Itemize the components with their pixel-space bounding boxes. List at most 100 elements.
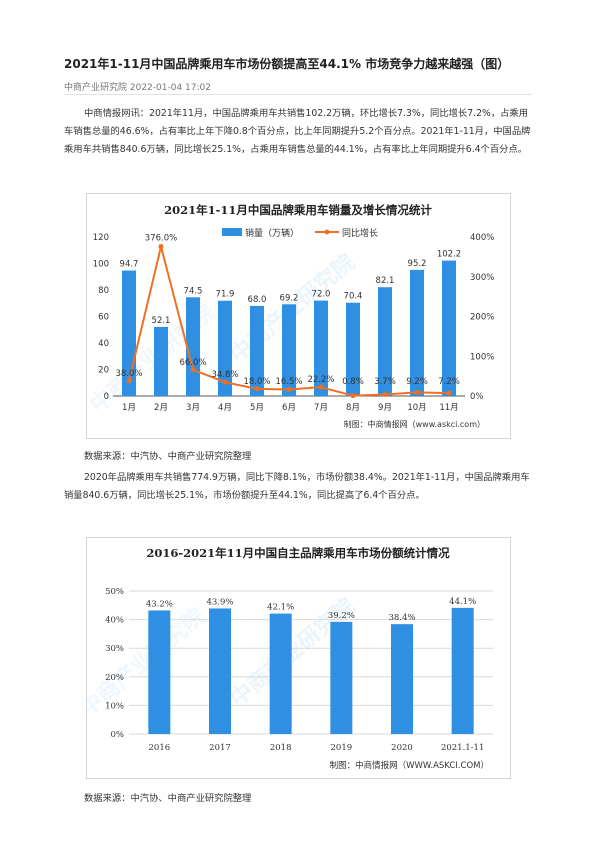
x-tick: 10月 (407, 403, 426, 413)
chart-title: 2021年1-11月中国品牌乘用车销量及增长情况统计 (164, 203, 432, 217)
y-left-tick: 60 (98, 313, 109, 323)
chart-title: 2016-2021年11月中国自主品牌乘用车市场份额统计情况 (146, 546, 450, 560)
bar-value-label: 52.1 (152, 316, 171, 326)
y-tick: 40% (105, 616, 124, 626)
growth-point (254, 386, 260, 392)
chart-credit: 制图：中商情报网（WWW.ASKCI.COM） (330, 760, 489, 771)
x-tick: 2020 (391, 743, 413, 753)
bar-value-label: 44.1% (449, 597, 476, 607)
bar-value-label: 95.2 (408, 259, 427, 269)
article-meta: 中商产业研究院 2022-01-04 17:02 (64, 83, 211, 93)
x-tick: 11月 (439, 403, 458, 413)
y-right-tick: 400% (470, 233, 494, 243)
legend-bar-swatch (222, 228, 242, 236)
y-left-tick: 80 (98, 286, 109, 296)
bar (330, 621, 353, 734)
x-tick: 2019 (331, 743, 353, 753)
bar-value-label: 39.2% (328, 611, 355, 621)
growth-label: 34.8% (211, 370, 238, 380)
bar-value-label: 70.4 (344, 292, 363, 302)
bar (410, 269, 424, 396)
share-chart: 中商产业研究院中商产业研究院2016-2021年11月中国自主品牌乘用车市场份额… (86, 537, 511, 779)
source-note-1: 数据来源：中汽协、中商产业研究院整理 (84, 451, 252, 462)
bar (282, 304, 296, 396)
sales-chart: 中商产业研究院中商产业研究院2021年1-11月中国品牌乘用车销量及增长情况统计… (86, 193, 511, 439)
bar (154, 326, 168, 396)
article-title: 2021年1-11月中国品牌乘用车市场份额提高至44.1% 市场竞争力越来越强（… (64, 57, 510, 71)
x-tick: 9月 (378, 403, 392, 413)
y-left-tick: 120 (93, 233, 109, 243)
growth-point (446, 390, 452, 396)
y-left-tick: 0 (104, 392, 109, 402)
divider (64, 94, 532, 95)
x-tick: 2017 (209, 743, 231, 753)
bar-value-label: 74.5 (184, 286, 203, 296)
growth-point (382, 392, 388, 398)
bar-value-label: 43.2% (146, 599, 173, 609)
growth-label: 18.0% (243, 377, 270, 387)
x-tick: 8月 (346, 403, 360, 413)
legend-line-marker (324, 229, 330, 235)
growth-point (190, 367, 196, 373)
bar (391, 624, 413, 734)
bar (451, 607, 474, 734)
y-right-tick: 0% (470, 392, 484, 402)
bar-value-label: 82.1 (376, 276, 395, 286)
y-tick: 20% (105, 673, 124, 683)
x-tick: 3月 (186, 403, 200, 413)
growth-label: 66.0% (179, 358, 206, 368)
bar-value-label: 94.7 (120, 260, 139, 270)
growth-label: 16.5% (275, 377, 302, 387)
bar (148, 610, 171, 734)
y-left-tick: 20 (98, 366, 109, 376)
y-right-tick: 200% (470, 313, 494, 323)
x-tick: 2021.1-11 (441, 743, 484, 753)
bar (218, 300, 232, 396)
legend-line-label: 同比增长 (342, 227, 378, 239)
x-tick: 5月 (250, 403, 264, 413)
growth-label: 7.2% (438, 377, 460, 387)
paragraph-1: 中商情报网讯：2021年11月，中国品牌乘用车共销售102.2万辆，环比增长7.… (64, 108, 531, 155)
growth-point (222, 379, 228, 385)
growth-label: 38.0% (115, 369, 142, 379)
x-tick: 7月 (314, 403, 328, 413)
bar-value-label: 102.2 (437, 250, 461, 260)
growth-point (158, 244, 164, 250)
y-left-tick: 100 (93, 260, 109, 270)
growth-label: 3.7% (374, 377, 396, 387)
source-note-2: 数据来源：中汽协、中商产业研究院整理 (84, 793, 252, 804)
growth-label: 22.2% (307, 375, 334, 385)
x-tick: 6月 (282, 403, 296, 413)
legend-bar-label: 销量（万辆） (245, 227, 299, 239)
bar (346, 302, 360, 396)
bar (314, 300, 328, 396)
y-left-tick: 40 (98, 339, 109, 349)
bar (378, 287, 392, 396)
y-right-tick: 100% (470, 352, 494, 362)
y-right-tick: 300% (470, 273, 494, 283)
y-tick: 10% (105, 701, 124, 711)
bar-value-label: 68.0 (248, 295, 267, 305)
growth-point (318, 384, 324, 390)
share-chart-svg: 中商产业研究院中商产业研究院2016-2021年11月中国自主品牌乘用车市场份额… (87, 546, 493, 771)
sales-chart-svg: 中商产业研究院中商产业研究院2021年1-11月中国品牌乘用车销量及增长情况统计… (87, 203, 494, 429)
bar-value-label: 71.9 (216, 290, 235, 300)
x-tick: 2016 (149, 743, 171, 753)
y-tick: 0% (111, 730, 125, 740)
x-tick: 2月 (154, 403, 168, 413)
growth-point (414, 389, 420, 395)
growth-label: 376.0% (145, 234, 177, 244)
x-tick: 4月 (218, 403, 232, 413)
bar-value-label: 38.4% (388, 613, 415, 623)
bar-value-label: 43.9% (206, 597, 233, 607)
x-tick: 1月 (122, 403, 136, 413)
x-tick: 2018 (270, 743, 292, 753)
growth-label: 0.8% (342, 377, 364, 387)
bar-value-label: 42.1% (267, 603, 294, 613)
bar (209, 608, 231, 734)
y-tick: 50% (105, 587, 124, 597)
bar (250, 305, 264, 396)
chart-credit: 制图：中商情报网（www.askci.com） (344, 419, 485, 429)
y-tick: 30% (105, 644, 124, 654)
growth-point (126, 378, 132, 384)
